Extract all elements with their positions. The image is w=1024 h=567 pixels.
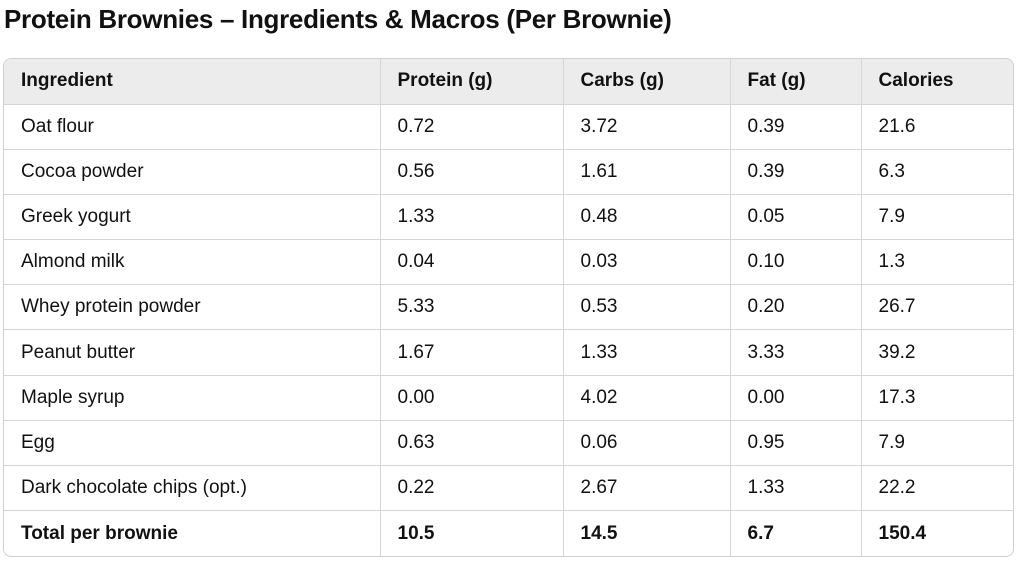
cell-calories: 17.3 (861, 375, 1013, 421)
cell-fat: 0.20 (730, 284, 862, 331)
cell-fat: 1.33 (730, 465, 862, 512)
cell-carbs: 1.33 (563, 329, 731, 376)
cell-calories: 7.9 (861, 420, 1013, 467)
table-row: Maple syrup 0.00 4.02 0.00 17.3 (4, 375, 1013, 421)
cell-protein: 0.56 (380, 149, 564, 195)
total-carbs: 14.5 (563, 510, 731, 556)
total-label: Total per brownie (4, 510, 381, 556)
cell-ingredient: Whey protein powder (4, 284, 381, 331)
cell-calories: 6.3 (861, 149, 1013, 195)
cell-protein: 0.04 (380, 239, 564, 286)
macros-table: Ingredient Protein (g) Carbs (g) Fat (g)… (4, 59, 1013, 556)
cell-fat: 0.10 (730, 239, 862, 286)
cell-fat: 0.39 (730, 149, 862, 195)
cell-protein: 0.00 (380, 375, 564, 421)
table-row: Egg 0.63 0.06 0.95 7.9 (4, 420, 1013, 467)
header-protein: Protein (g) (380, 59, 564, 105)
table-header-row: Ingredient Protein (g) Carbs (g) Fat (g)… (4, 59, 1013, 105)
cell-calories: 1.3 (861, 239, 1013, 286)
total-row: Total per brownie 10.5 14.5 6.7 150.4 (4, 510, 1013, 556)
cell-calories: 39.2 (861, 329, 1013, 376)
header-ingredient: Ingredient (4, 59, 381, 105)
cell-fat: 0.39 (730, 104, 862, 150)
cell-ingredient: Almond milk (4, 239, 381, 286)
cell-calories: 7.9 (861, 194, 1013, 241)
cell-calories: 26.7 (861, 284, 1013, 331)
page-title: Protein Brownies – Ingredients & Macros … (4, 4, 672, 34)
header-carbs: Carbs (g) (563, 59, 731, 105)
table-row: Whey protein powder 5.33 0.53 0.20 26.7 (4, 284, 1013, 331)
cell-ingredient: Egg (4, 420, 381, 467)
cell-ingredient: Oat flour (4, 104, 381, 150)
cell-carbs: 2.67 (563, 465, 731, 512)
cell-ingredient: Dark chocolate chips (opt.) (4, 465, 381, 512)
cell-carbs: 0.53 (563, 284, 731, 331)
cell-ingredient: Peanut butter (4, 329, 381, 376)
total-fat: 6.7 (730, 510, 862, 556)
header-calories: Calories (861, 59, 1013, 105)
header-fat: Fat (g) (730, 59, 862, 105)
cell-carbs: 0.06 (563, 420, 731, 467)
cell-carbs: 4.02 (563, 375, 731, 421)
macros-table-container: Ingredient Protein (g) Carbs (g) Fat (g)… (3, 58, 1014, 557)
table-row: Oat flour 0.72 3.72 0.39 21.6 (4, 104, 1013, 150)
cell-carbs: 0.48 (563, 194, 731, 241)
cell-carbs: 0.03 (563, 239, 731, 286)
cell-fat: 3.33 (730, 329, 862, 376)
table-row: Peanut butter 1.67 1.33 3.33 39.2 (4, 329, 1013, 376)
cell-carbs: 3.72 (563, 104, 731, 150)
cell-fat: 0.95 (730, 420, 862, 467)
cell-protein: 5.33 (380, 284, 564, 331)
cell-ingredient: Maple syrup (4, 375, 381, 421)
cell-protein: 0.72 (380, 104, 564, 150)
cell-calories: 21.6 (861, 104, 1013, 150)
cell-protein: 0.22 (380, 465, 564, 512)
cell-ingredient: Cocoa powder (4, 149, 381, 195)
cell-protein: 1.67 (380, 329, 564, 376)
cell-fat: 0.05 (730, 194, 862, 241)
table-row: Dark chocolate chips (opt.) 0.22 2.67 1.… (4, 465, 1013, 512)
total-calories: 150.4 (878, 522, 927, 544)
cell-protein: 0.63 (380, 420, 564, 467)
table-row: Greek yogurt 1.33 0.48 0.05 7.9 (4, 194, 1013, 241)
cell-calories: 22.2 (861, 465, 1013, 512)
cell-protein: 1.33 (380, 194, 564, 241)
table-row: Almond milk 0.04 0.03 0.10 1.3 (4, 239, 1013, 286)
cell-ingredient: Greek yogurt (4, 194, 381, 241)
cell-fat: 0.00 (730, 375, 862, 421)
table-row: Cocoa powder 0.56 1.61 0.39 6.3 (4, 149, 1013, 195)
total-protein: 10.5 (380, 510, 564, 556)
cell-carbs: 1.61 (563, 149, 731, 195)
